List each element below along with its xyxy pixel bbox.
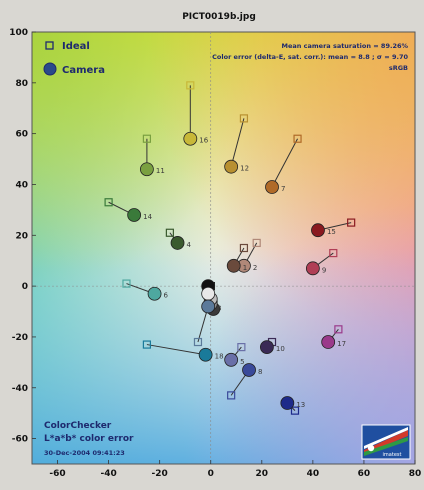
legend-ideal-marker	[45, 41, 54, 50]
camera-marker-5	[224, 352, 239, 367]
camera-marker-11	[139, 162, 154, 177]
patch-label-17: 17	[337, 340, 346, 348]
ideal-marker-5	[237, 343, 246, 352]
y-tick-label: 100	[9, 28, 28, 38]
camera-marker-6	[147, 286, 162, 301]
camera-marker-10	[260, 340, 274, 355]
tick-labels: -60 -40 -20 0 20 40 60 80 100 80 60 40 20 0 -20 -40 -60	[9, 28, 421, 479]
error-vector-12	[230, 118, 245, 167]
patch-label-4: 4	[187, 241, 192, 249]
camera-marker-17	[321, 335, 336, 349]
patch-label-10: 10	[276, 345, 285, 353]
camera-marker-7	[265, 180, 279, 194]
y-tick-label: 20	[15, 231, 28, 241]
x-tick-label: -20	[152, 469, 168, 479]
camera-marker-1	[226, 258, 241, 273]
ideal-marker-8	[227, 391, 236, 400]
footer-date: 30-Dec-2004 09:41:23	[44, 449, 125, 457]
error-vector-18	[146, 344, 206, 356]
x-tick-label: 0	[208, 469, 214, 479]
patch-label-13: 13	[296, 401, 305, 409]
color-error-annotation: Color error (delta-E, sat. corr.): mean …	[212, 53, 408, 61]
patch-label-2: 2	[253, 264, 257, 272]
patch-label-11: 11	[156, 167, 165, 175]
patch-label-9: 9	[322, 266, 326, 274]
camera-marker-16	[183, 131, 198, 146]
camera-marker-12	[224, 159, 239, 174]
camera-marker-4	[170, 236, 185, 250]
camera-marker-3	[201, 299, 216, 314]
y-tick-label: 60	[15, 130, 28, 140]
patch-label-12: 12	[240, 165, 249, 173]
legend: Ideal Camera	[43, 41, 105, 76]
x-tick-label: -40	[100, 469, 116, 479]
footer-title-line-1: ColorChecker	[44, 421, 112, 431]
patch-label-15: 15	[327, 228, 336, 236]
ideal-marker-2	[252, 238, 261, 248]
y-tick-label: -40	[12, 384, 28, 394]
footer-caption: ColorChecker L*a*b* color error 30-Dec-2…	[44, 421, 134, 457]
chart-title: PICT0019b.jpg	[182, 12, 256, 22]
legend-camera-label: Camera	[62, 65, 105, 76]
logo-text: imatest	[383, 452, 402, 458]
ideal-marker-17	[334, 325, 343, 334]
x-tick-label: 40	[307, 469, 320, 479]
y-tick-label: -60	[12, 435, 28, 445]
x-tick-label: -60	[49, 469, 65, 479]
camera-markers	[127, 131, 336, 410]
camera-marker-8	[242, 363, 256, 377]
footer-title-line-2: L*a*b* color error	[44, 434, 134, 444]
patch-label-6: 6	[164, 292, 169, 300]
y-tick-label: 80	[15, 79, 28, 89]
axes	[32, 32, 415, 464]
patch-label-3: 3	[217, 304, 221, 312]
saturation-annotation: Mean camera saturation = 89.26%	[282, 42, 409, 50]
patch-label-18: 18	[215, 353, 224, 361]
ideal-marker-13	[290, 406, 300, 415]
y-tick-label: 0	[22, 282, 28, 292]
imatest-logo: imatest	[361, 424, 411, 460]
ideal-marker-15	[347, 218, 356, 227]
info-annotations: Mean camera saturation = 89.26% Color er…	[212, 42, 408, 72]
color-space-annotation: sRGB	[389, 64, 408, 72]
camera-marker-14	[127, 208, 142, 222]
ideal-marker-1	[239, 243, 249, 253]
camera-marker-15	[311, 223, 325, 238]
patch-label-16: 16	[199, 137, 208, 145]
ideal-marker-4	[165, 228, 174, 237]
camera-marker-19	[201, 286, 216, 301]
y-tick-label: -20	[12, 333, 28, 343]
error-vector-7	[271, 138, 298, 188]
x-tick-label: 60	[358, 469, 371, 479]
legend-camera-marker	[43, 62, 57, 76]
ideal-marker-14	[104, 198, 113, 207]
patch-label-1: 1	[243, 264, 247, 272]
ideal-marker-11	[142, 134, 151, 143]
x-tick-label: 20	[256, 469, 269, 479]
ideal-marker-18	[142, 340, 151, 349]
patch-label-14: 14	[143, 213, 152, 221]
ideal-marker-9	[329, 248, 338, 258]
ideal-marker-16	[186, 81, 195, 90]
camera-marker-18	[198, 347, 213, 362]
ideal-marker-6	[122, 279, 131, 288]
x-tick-label: 80	[409, 469, 422, 479]
y-tick-label: 40	[15, 180, 28, 190]
logo-dot	[367, 444, 375, 452]
patch-label-8: 8	[258, 368, 262, 376]
camera-marker-13	[280, 396, 295, 410]
ideal-marker-7	[293, 134, 302, 143]
camera-marker-9	[305, 261, 320, 276]
patch-label-7: 7	[281, 185, 285, 193]
ideal-marker-12	[239, 114, 249, 123]
ideal-marker-3	[193, 337, 203, 347]
legend-ideal-label: Ideal	[62, 41, 90, 52]
patch-label-5: 5	[240, 358, 244, 366]
plot-background	[31, 31, 416, 465]
